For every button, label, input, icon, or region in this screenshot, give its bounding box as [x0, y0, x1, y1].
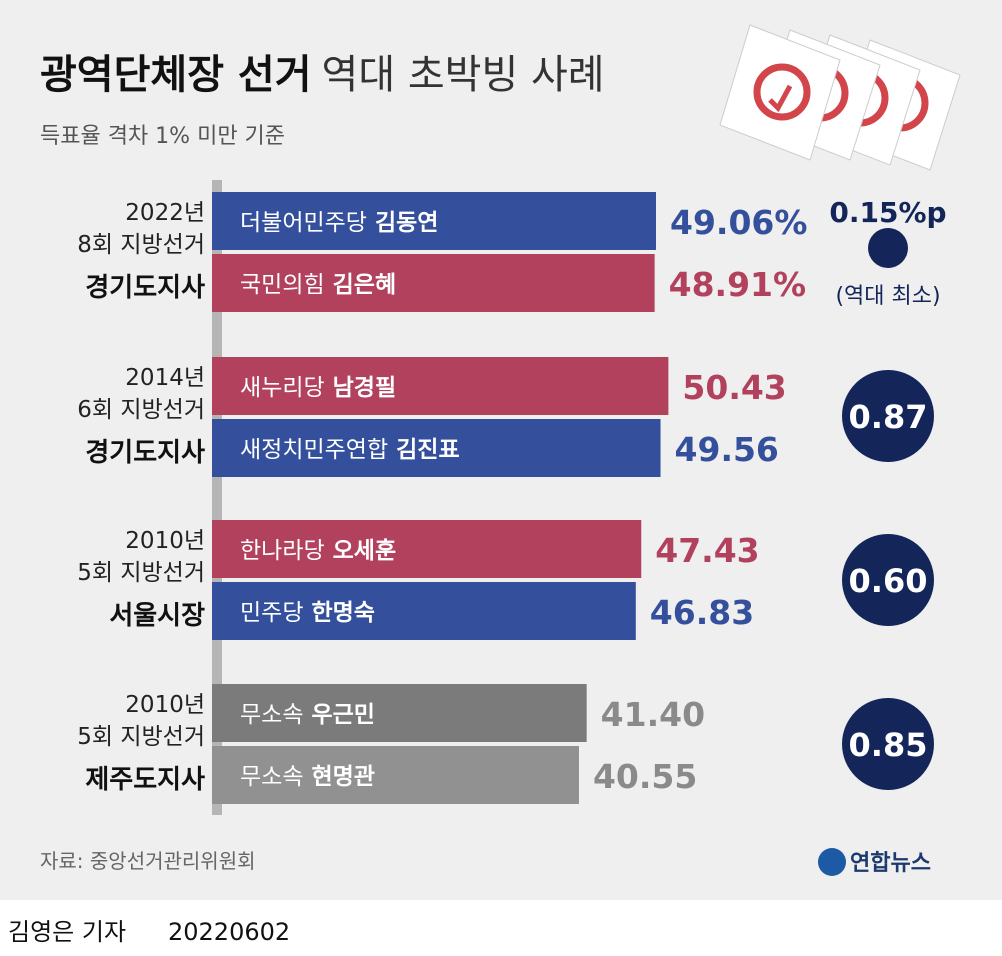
group-election: 5회 지방선거 [77, 724, 205, 750]
value-label: 48.91% [669, 265, 806, 304]
group-office: 경기도지사 [85, 438, 205, 468]
reporter: 김영은 기자 [8, 918, 126, 946]
bar [212, 192, 656, 250]
value-label: 40.55 [593, 757, 697, 796]
party: 한나라당 [240, 538, 325, 564]
bar-label: 새누리당 남경필 [240, 375, 396, 401]
bar-label: 무소속 우근민 [240, 702, 375, 728]
party: 무소속 [240, 764, 303, 790]
party: 국민의힘 [240, 272, 325, 298]
title-rest: 역대 초박빙 사례 [322, 52, 605, 98]
value-label: 50.43 [682, 368, 786, 407]
bar-label: 한나라당 오세훈 [240, 538, 396, 564]
candidate: 남경필 [333, 375, 396, 401]
party: 더불어민주당 [240, 210, 367, 236]
bar [212, 520, 642, 578]
axis-line [212, 180, 222, 815]
margin-label: 0.85 [849, 726, 928, 764]
logo-icon [818, 848, 846, 876]
group-election: 6회 지방선거 [77, 397, 205, 423]
group-office: 서울시장 [109, 601, 205, 631]
value-label: 47.43 [655, 531, 759, 570]
title-bold: 광역단체장 선거 [40, 52, 312, 98]
bar-label: 새정치민주연합 김진표 [240, 437, 460, 463]
bar [212, 419, 661, 477]
candidate: 오세훈 [333, 538, 396, 564]
bar [212, 254, 655, 312]
margin-label: 0.15%p [829, 196, 946, 229]
ballot-decoration [719, 24, 961, 171]
party: 새누리당 [240, 375, 325, 401]
margin-label: 0.87 [849, 398, 928, 436]
logo: 연합뉴스 [850, 850, 931, 876]
margin-note: (역대 최소) [835, 284, 940, 309]
date: 20220602 [168, 918, 290, 946]
bar-label: 국민의힘 김은혜 [240, 272, 396, 298]
group-year: 2010년 [125, 692, 205, 718]
candidate: 김동연 [375, 210, 438, 236]
value-label: 49.06% [670, 203, 807, 242]
party: 민주당 [240, 600, 303, 626]
group-office: 제주도지사 [85, 765, 205, 795]
candidate: 김진표 [396, 437, 459, 463]
party: 무소속 [240, 702, 303, 728]
value-label: 49.56 [675, 430, 779, 469]
bar [212, 582, 636, 640]
group-year: 2010년 [125, 528, 205, 554]
candidate: 한명숙 [311, 600, 374, 626]
bar-label: 민주당 한명숙 [240, 600, 375, 626]
bar [212, 357, 669, 415]
margin-label: 0.60 [849, 562, 928, 600]
candidate: 우근민 [311, 702, 374, 728]
group-year: 2014년 [125, 365, 205, 391]
group-election: 8회 지방선거 [77, 232, 205, 258]
footer-band [0, 900, 1002, 956]
chart-title: 광역단체장 선거 역대 초박빙 사례 [40, 52, 605, 98]
margin-circle [842, 698, 934, 790]
margin-circle [842, 370, 934, 462]
group-election: 5회 지방선거 [77, 560, 205, 586]
source: 자료: 중앙선거관리위원회 [40, 849, 256, 873]
bar-label: 무소속 현명관 [240, 764, 375, 790]
bar [212, 684, 587, 742]
value-label: 46.83 [650, 593, 754, 632]
bar [212, 746, 579, 804]
margin-circle [842, 534, 934, 626]
group-office: 경기도지사 [85, 273, 205, 303]
group-year: 2022년 [125, 200, 205, 226]
candidate: 현명관 [311, 764, 374, 790]
value-label: 41.40 [601, 695, 705, 734]
margin-circle [868, 228, 908, 268]
party: 새정치민주연합 [240, 437, 388, 463]
bar-label: 더불어민주당 김동연 [240, 210, 438, 236]
subtitle: 득표율 격차 1% 미만 기준 [40, 124, 285, 149]
candidate: 김은혜 [333, 272, 396, 298]
